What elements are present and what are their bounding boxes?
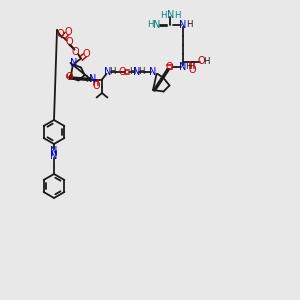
Text: H: H	[129, 68, 135, 76]
Text: N: N	[50, 146, 58, 156]
Text: O: O	[188, 64, 196, 75]
Text: O: O	[72, 47, 80, 57]
Text: O: O	[118, 67, 126, 77]
Text: N: N	[179, 61, 187, 72]
Text: O: O	[65, 37, 73, 47]
Text: N: N	[167, 10, 174, 20]
Text: H: H	[186, 20, 193, 29]
Text: H: H	[174, 11, 180, 20]
Text: H: H	[147, 20, 153, 29]
Text: O: O	[56, 29, 64, 40]
Text: N: N	[149, 67, 157, 77]
Text: O: O	[64, 27, 72, 38]
Text: O: O	[65, 72, 73, 82]
Text: N: N	[179, 20, 187, 30]
Text: N: N	[104, 67, 112, 77]
Text: H: H	[203, 57, 210, 66]
Text: N: N	[50, 151, 58, 161]
Text: N: N	[153, 20, 160, 30]
Text: O: O	[198, 56, 206, 67]
Text: O: O	[92, 81, 100, 92]
Text: N: N	[89, 74, 97, 85]
Text: O: O	[166, 61, 173, 72]
Text: H: H	[160, 11, 167, 20]
Text: H: H	[185, 62, 192, 71]
Text: N: N	[70, 58, 77, 68]
Text: H: H	[85, 75, 92, 84]
Text: N: N	[133, 67, 140, 77]
Text: H: H	[109, 68, 116, 76]
Text: O: O	[82, 49, 90, 59]
Text: H: H	[138, 68, 144, 76]
